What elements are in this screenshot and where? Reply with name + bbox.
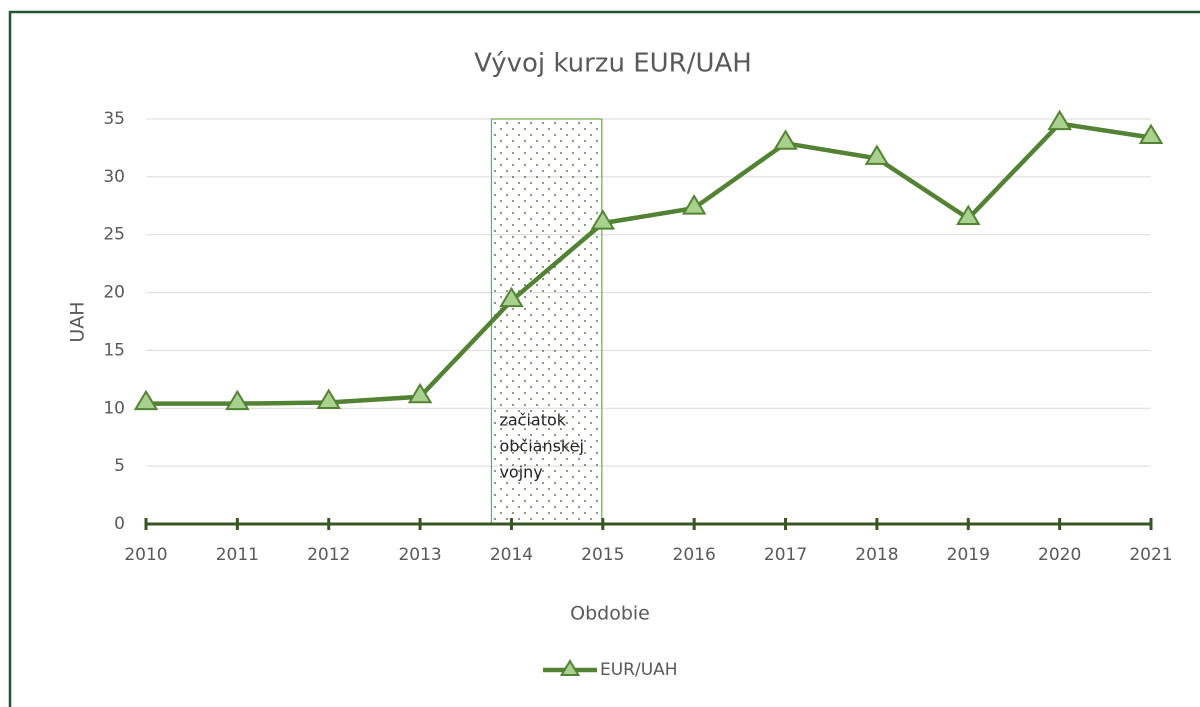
data-marker: [1047, 109, 1072, 131]
y-tick-label: 30: [103, 167, 125, 187]
chart-title: Vývoj kurzu EUR/UAH: [474, 49, 752, 79]
x-tick-label: 2014: [490, 545, 533, 565]
data-marker: [956, 204, 981, 226]
x-axis-label: Obdobie: [570, 603, 650, 625]
y-tick-label: 20: [103, 283, 125, 303]
x-tick-label: 2015: [581, 545, 624, 565]
x-tick-label: 2016: [673, 545, 716, 565]
x-tick-label: 2019: [947, 545, 990, 565]
series-line: [146, 121, 1152, 406]
x-tick-label: 2018: [855, 545, 898, 565]
data-marker: [316, 388, 341, 409]
annotation-text: vojny: [499, 463, 542, 482]
y-tick-label: 5: [114, 456, 125, 476]
data-marker: [590, 209, 616, 230]
data-marker: [773, 129, 798, 150]
x-tick-label: 2011: [216, 545, 259, 565]
x-tick-label: 2021: [1129, 545, 1172, 565]
y-axis-label: UAH: [67, 301, 89, 342]
x-tick-label: 2017: [764, 545, 807, 565]
annotation-text: občianskej: [499, 437, 583, 456]
y-tick-label: 15: [103, 340, 125, 360]
legend-label: EUR/UAH: [600, 660, 678, 680]
data-marker: [864, 144, 890, 165]
x-tick-label: 2012: [307, 545, 350, 565]
data-marker: [133, 389, 159, 411]
annotation-text: začiatok: [499, 411, 566, 430]
frame: [8, 10, 1200, 707]
data-marker: [1138, 123, 1164, 145]
y-tick-label: 10: [103, 398, 125, 418]
y-tick-label: 0: [114, 514, 125, 534]
annotation-band: [490, 118, 603, 525]
legend-marker: [559, 659, 581, 676]
x-tick-label: 2010: [124, 545, 167, 565]
x-tick-label: 2013: [398, 545, 441, 565]
y-tick-label: 25: [103, 225, 125, 245]
data-marker: [681, 194, 707, 215]
data-marker: [407, 382, 433, 404]
y-tick-label: 35: [103, 109, 125, 129]
data-marker: [225, 389, 250, 411]
data-marker: [499, 286, 524, 308]
x-tick-label: 2020: [1038, 545, 1081, 565]
